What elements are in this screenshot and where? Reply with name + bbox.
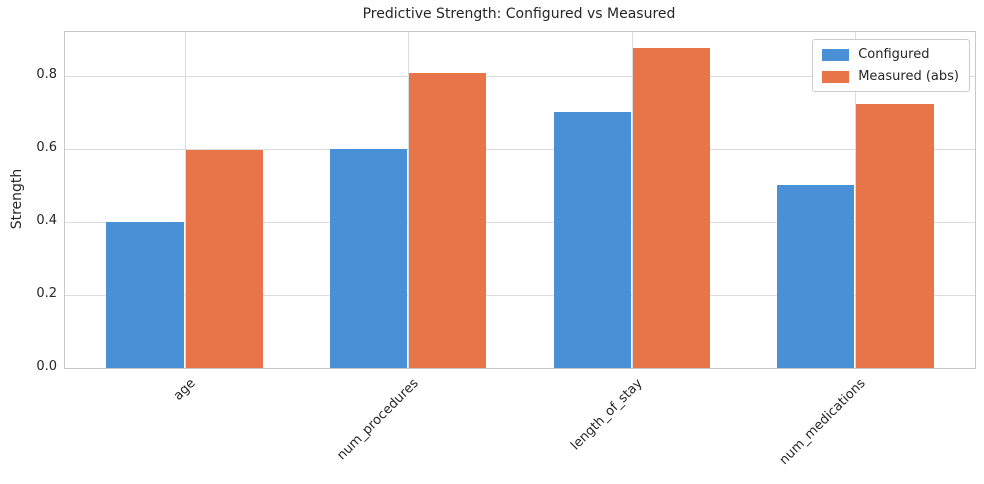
x-tick-label-num_procedures: num_procedures <box>334 376 422 464</box>
bar-configured-length_of_stay <box>553 112 631 368</box>
legend-label-measured: Measured (abs) <box>858 69 959 84</box>
y-tick-label: 0.0 <box>36 359 57 374</box>
x-tick-label-num_medications: num_medications <box>777 376 869 468</box>
bar-measured-abs-length_of_stay <box>632 48 711 368</box>
plot-area: Configured Measured (abs) <box>64 31 976 369</box>
bar-configured-num_medications <box>777 185 855 368</box>
h-gridline <box>65 75 975 77</box>
bar-measured-abs-num_medications <box>856 104 934 368</box>
v-gridline <box>631 32 633 368</box>
bar-measured-abs-num_procedures <box>409 72 487 368</box>
legend-item-configured: Configured <box>822 47 959 62</box>
y-tick-label: 0.4 <box>36 212 57 228</box>
legend-item-measured: Measured (abs) <box>822 69 959 84</box>
legend-swatch-configured <box>822 48 850 61</box>
bar-measured-abs-age <box>185 150 263 368</box>
v-gridline <box>855 32 857 368</box>
chart-title: Predictive Strength: Configured vs Measu… <box>362 6 676 22</box>
bar-configured-num_procedures <box>329 148 408 368</box>
y-tick-label: 0.6 <box>36 139 57 155</box>
h-gridline <box>65 148 975 150</box>
y-tick-label: 0.2 <box>36 285 57 301</box>
h-gridline <box>65 221 975 223</box>
x-tick-label-length_of_stay: length_of_stay <box>567 376 646 454</box>
bar-configured-age <box>106 221 184 368</box>
legend: Configured Measured (abs) <box>812 39 970 92</box>
x-tick-label-age: age <box>170 376 199 404</box>
v-gridline <box>184 32 186 368</box>
legend-swatch-measured <box>822 70 850 83</box>
v-gridline <box>408 32 410 368</box>
legend-label-configured: Configured <box>858 47 930 62</box>
h-gridline <box>65 294 975 296</box>
y-tick-label: 0.8 <box>36 66 57 82</box>
